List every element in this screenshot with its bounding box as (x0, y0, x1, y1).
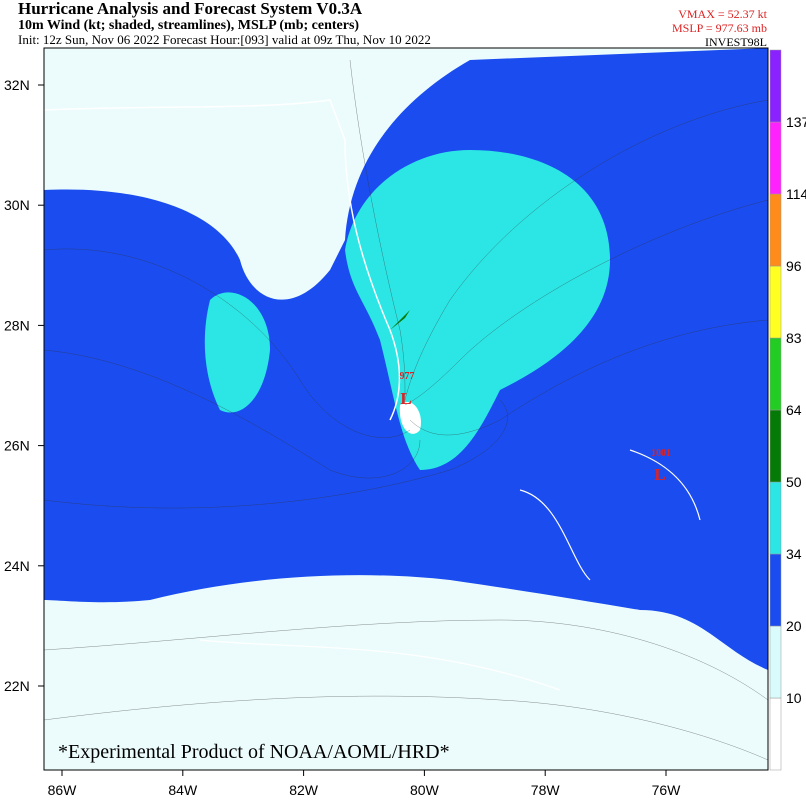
center-symbol: L (654, 465, 665, 484)
colorbar-label: 64 (786, 402, 802, 418)
lat-label: 32N (4, 77, 30, 93)
colorbar-segment (769, 49, 782, 123)
lon-label: 76W (652, 782, 682, 798)
mslp: MSLP = 977.63 mb (672, 21, 767, 35)
map: 977 L 1001 L *Experimental Product of NO… (44, 48, 768, 770)
colorbar-segment (769, 697, 782, 771)
colorbar-segment (769, 409, 782, 483)
wind-50-64 (390, 310, 410, 330)
colorbar-label: 10 (786, 690, 802, 706)
lon-label: 84W (168, 782, 198, 798)
center-symbol: L (400, 389, 411, 408)
storm-name: INVEST98L (705, 35, 767, 49)
colorbar-segment (769, 265, 782, 339)
center-pressure: 977 (400, 371, 415, 382)
coastline (44, 99, 401, 421)
wind-34-50 (345, 150, 610, 470)
eye (399, 401, 421, 434)
lat-label: 22N (4, 678, 30, 694)
map-frame (43, 47, 769, 771)
vmax: VMAX = 52.37 kt (678, 7, 767, 21)
colorbar-segment (769, 193, 782, 267)
lat-label: 30N (4, 197, 30, 213)
colorbar-label: 137 (786, 114, 806, 130)
colorbar: 10 20 34 50 64 83 96 114 137 (769, 49, 806, 771)
lon-label: 82W (289, 782, 319, 798)
colorbar-segment (769, 553, 782, 627)
init-line: Init: 12z Sun, Nov 06 2022 Forecast Hour… (18, 32, 431, 47)
wind-34-50-west (204, 292, 270, 413)
lat-label: 26N (4, 438, 30, 454)
colorbar-label: 34 (786, 546, 802, 562)
colorbar-segment (769, 481, 782, 555)
lat-label: 24N (4, 558, 30, 574)
islands (199, 449, 701, 691)
lon-label: 80W (410, 782, 440, 798)
watermark: *Experimental Product of NOAA/AOML/HRD* (58, 741, 450, 763)
colorbar-label: 114 (786, 186, 806, 202)
center-pressure: 1001 (651, 448, 671, 459)
colorbar-label: 20 (786, 618, 802, 634)
lon-labels: 86W 84W 82W 80W 78W 76W (48, 770, 682, 798)
lon-label: 86W (48, 782, 78, 798)
subtitle: 10m Wind (kt; shaded, streamlines), MSLP… (18, 18, 359, 33)
colorbar-label: 83 (786, 330, 802, 346)
lat-label: 28N (4, 317, 30, 333)
colorbar-label: 96 (786, 258, 802, 274)
colorbar-segment (769, 337, 782, 411)
lon-label: 78W (531, 782, 561, 798)
lat-labels: 32N 30N 28N 26N 24N 22N (4, 77, 44, 694)
colorbar-segment (769, 625, 782, 699)
colorbar-segment (769, 121, 782, 195)
title: Hurricane Analysis and Forecast System V… (18, 0, 363, 18)
colorbar-label: 50 (786, 474, 802, 490)
